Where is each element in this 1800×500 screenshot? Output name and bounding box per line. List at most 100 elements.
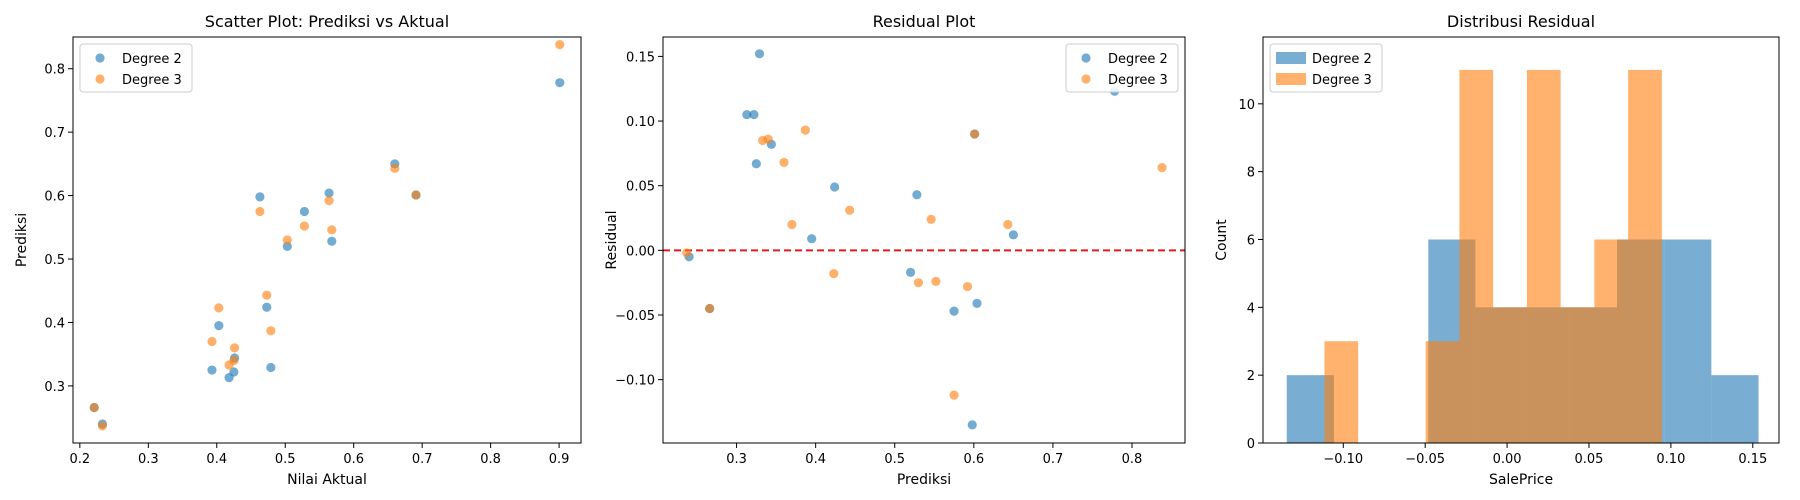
scatter-point-degree3	[282, 235, 292, 245]
y-tick-label: 10	[1238, 98, 1255, 113]
plot-frame	[1262, 36, 1780, 444]
legend-entry-label: Degree 3	[122, 73, 182, 88]
histogram-bar-degree3	[1594, 239, 1629, 443]
histogram-bar-degree2	[1664, 239, 1712, 443]
legend-swatch	[1276, 73, 1306, 85]
chart-panel-3: −0.10 −0.05 0.00 0.05 0.10 0.15 0 2 4 6 8 10 Distrib…	[1214, 12, 1780, 488]
chart-title: Residual Plot	[873, 12, 976, 31]
histogram-bar-degree3	[1526, 69, 1561, 444]
scatter-point-degree2	[327, 236, 337, 246]
histogram-bar-degree3	[1628, 69, 1662, 444]
x-tick-label: −0.10	[1323, 452, 1363, 467]
legend-swatch	[1276, 52, 1306, 64]
y-tick-label: 0.8	[44, 63, 65, 78]
scatter-point-degree3	[970, 129, 980, 139]
scatter-point-degree3	[229, 355, 239, 366]
scatter-point-degree3	[845, 205, 855, 215]
scatter-point-degree2	[207, 365, 217, 375]
y-tick-label: 0.4	[44, 316, 65, 331]
x-tick-label: 0.5	[275, 452, 296, 467]
scatter-point-degree2	[749, 109, 759, 120]
legend-marker	[1081, 53, 1091, 63]
scatter-point-degree2	[555, 78, 565, 88]
scatter-point-degree2	[742, 109, 752, 120]
y-axis-label: Residual	[604, 210, 620, 269]
y-tick-label: 0.05	[626, 180, 655, 195]
y-tick-label: −0.10	[615, 374, 655, 389]
scatter-point-degree3	[1157, 162, 1167, 173]
scatter-point-degree2	[1008, 230, 1018, 240]
x-tick-label: 0.4	[805, 452, 826, 467]
scatter-point-degree3	[324, 196, 334, 206]
histogram-bar-degree3	[1459, 69, 1494, 444]
x-tick-label: 0.7	[412, 452, 433, 467]
scatter-point-degree2	[255, 192, 265, 202]
scatter-point-degree2	[972, 298, 982, 308]
scatter-point-degree3	[779, 157, 789, 168]
y-tick-label: 0.10	[626, 115, 655, 130]
x-tick-label: 0.10	[1656, 452, 1685, 467]
x-axis-label: Nilai Aktual	[287, 472, 367, 488]
y-tick-label: 6	[1247, 233, 1255, 248]
x-tick-label: 0.8	[1122, 452, 1143, 467]
scatter-point-degree3	[214, 303, 224, 313]
x-tick-label: 0.15	[1738, 452, 1767, 467]
scatter-point-degree3	[800, 125, 810, 135]
legend-entry-label: Degree 2	[122, 52, 182, 67]
x-tick-label: 0.6	[963, 452, 984, 467]
scatter-point-degree2	[754, 49, 765, 59]
x-axis-label: Prediksi	[897, 472, 951, 488]
scatter-point-degree3	[255, 206, 265, 217]
legend-entry-label: Degree 3	[1108, 73, 1168, 88]
scatter-point-degree3	[829, 269, 839, 279]
scatter-point-degree3	[705, 303, 715, 314]
x-tick-label: 0.3	[138, 452, 159, 467]
chart-panel-2: 0.3 0.4 0.5 0.6 0.7 0.8 −0.10 −0.05 0.00 0.05 0.10…	[604, 12, 1186, 488]
histogram-bar-degree3	[1324, 341, 1359, 443]
x-tick-label: 0.05	[1575, 452, 1604, 467]
scatter-point-degree2	[807, 234, 817, 244]
chart-panel-1: 0.2 0.3 0.4 0.5 0.6 0.7 0.8 0.9 0.3 0.4 0.5 0.6 0.7 0…	[14, 12, 582, 488]
histogram-bar-degree3	[1493, 307, 1527, 443]
y-axis-label: Prediksi	[14, 213, 30, 267]
y-tick-label: 0.5	[44, 253, 65, 268]
y-tick-label: 0	[1247, 437, 1255, 452]
scatter-point-degree3	[962, 281, 973, 292]
scatter-point-degree2	[830, 182, 840, 192]
scatter-point-degree3	[89, 402, 99, 413]
scatter-point-degree2	[912, 190, 922, 200]
scatter-point-degree2	[324, 188, 334, 198]
x-tick-label: 0.6	[343, 452, 364, 467]
y-tick-label: 0.15	[626, 50, 655, 65]
scatter-point-degree3	[913, 278, 924, 288]
y-tick-label: −0.05	[615, 309, 655, 324]
scatter-point-degree3	[207, 336, 217, 347]
histogram-bar-degree3	[1560, 307, 1595, 443]
x-tick-label: 0.9	[549, 452, 570, 467]
y-tick-label: 4	[1247, 301, 1255, 316]
legend-box	[1065, 43, 1179, 93]
legend-marker	[1081, 74, 1091, 84]
y-tick-label: 0.7	[44, 126, 65, 141]
scatter-point-degree3	[229, 343, 240, 353]
legend-box	[79, 43, 193, 93]
legend: Degree 2 Degree 3	[79, 43, 193, 93]
scatter-point-degree3	[682, 248, 692, 258]
scatter-point-degree2	[905, 267, 916, 277]
scatter-point-degree2	[949, 306, 959, 316]
scatter-point-degree2	[262, 302, 272, 312]
y-tick-label: 0.00	[626, 244, 655, 259]
x-tick-label: 0.5	[884, 452, 905, 467]
y-tick-label: 0.3	[44, 380, 65, 395]
scatter-point-degree3	[949, 390, 959, 400]
x-tick-label: 0.8	[480, 452, 501, 467]
plot-frame	[662, 36, 1186, 444]
y-tick-label: 0.6	[44, 190, 65, 205]
legend: Degree 2 Degree 3	[1269, 43, 1383, 93]
y-axis-label: Count	[1214, 219, 1230, 261]
scatter-point-degree3	[931, 276, 941, 286]
scatter-point-degree3	[1003, 219, 1013, 230]
scatter-point-degree3	[262, 290, 272, 300]
plot-frame	[72, 36, 582, 444]
